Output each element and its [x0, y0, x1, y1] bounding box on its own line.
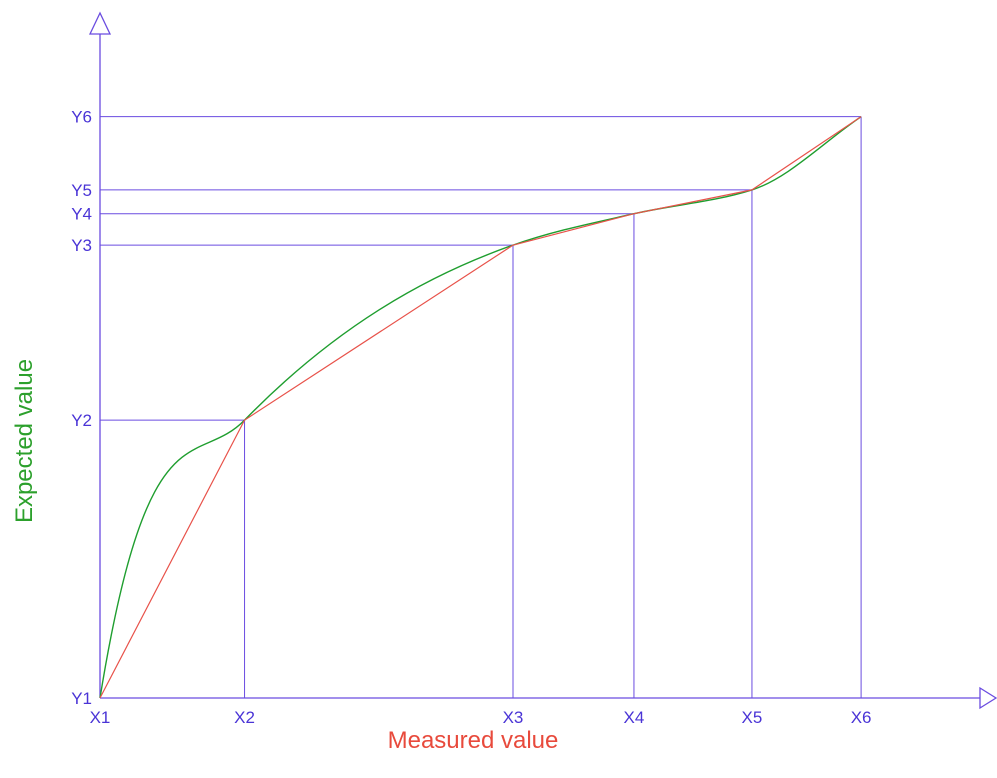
y-axis-arrow-icon [88, 11, 112, 35]
guide-lines [100, 116, 862, 698]
y-tick-Y4: Y4 [71, 205, 92, 224]
expected-curve [99, 116, 862, 699]
x-axis-label: Measured value [388, 727, 559, 754]
axes [88, 11, 997, 710]
x-tick-X2: X2 [234, 708, 255, 727]
x-tick-labels: X1 X2 X3 X4 X5 X6 [90, 708, 872, 727]
x-tick-X1: X1 [90, 708, 111, 727]
x-tick-X4: X4 [624, 708, 645, 727]
y-tick-Y5: Y5 [71, 181, 92, 200]
x-tick-X3: X3 [503, 708, 524, 727]
y-tick-Y2: Y2 [71, 411, 92, 430]
y-tick-Y3: Y3 [71, 236, 92, 255]
series-group [99, 116, 862, 699]
y-tick-labels: Y1 Y2 Y3 Y4 Y5 Y6 [71, 108, 92, 708]
y-axis-label: Expected value [11, 359, 38, 523]
y-tick-Y6: Y6 [71, 108, 92, 127]
y-tick-Y1: Y1 [71, 689, 92, 708]
measured-line [99, 116, 862, 699]
x-axis-arrow-icon [979, 686, 997, 710]
x-tick-X6: X6 [851, 708, 872, 727]
x-tick-X5: X5 [742, 708, 763, 727]
